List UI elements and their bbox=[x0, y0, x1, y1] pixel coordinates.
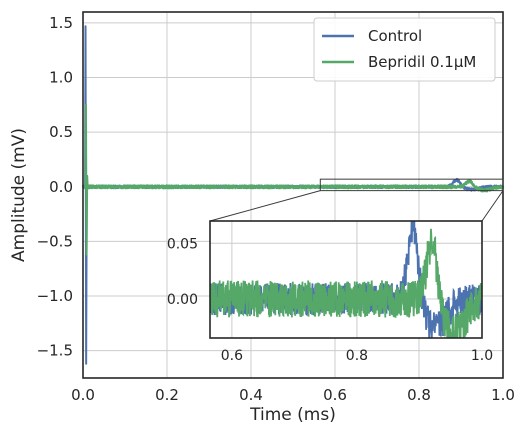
zoom-connector bbox=[209, 190, 321, 222]
x-tick-label: 0.8 bbox=[407, 386, 431, 404]
inset-y-tick-label: 0.00 bbox=[167, 292, 198, 308]
legend-label: Bepridil 0.1μM bbox=[368, 53, 476, 71]
x-tick-label: 1.0 bbox=[491, 386, 515, 404]
y-tick-label: 0.5 bbox=[49, 123, 73, 141]
legend-label: Control bbox=[368, 27, 422, 45]
zoom-connector bbox=[481, 190, 504, 222]
x-tick-label: 0.0 bbox=[71, 386, 95, 404]
inset-y-tick-label: 0.05 bbox=[167, 236, 198, 252]
inset-plot: 0.6 0.8 1.0 0.00 0.05 bbox=[167, 220, 493, 364]
zoom-indicator bbox=[209, 178, 504, 222]
y-tick-label: −1.0 bbox=[37, 287, 73, 305]
series-line bbox=[82, 103, 504, 256]
main-y-tick-labels: −1.5 −1.0 −0.5 0.0 0.5 1.0 1.5 bbox=[37, 14, 73, 360]
y-tick-label: 0.0 bbox=[49, 178, 73, 196]
y-tick-label: 1.5 bbox=[49, 14, 73, 32]
inset-x-tick-label: 1.0 bbox=[471, 348, 493, 364]
x-tick-label: 0.6 bbox=[323, 386, 347, 404]
zoom-region-box bbox=[319, 178, 504, 192]
legend-box bbox=[313, 17, 496, 82]
y-tick-label: −1.5 bbox=[37, 342, 73, 360]
x-tick-label: 0.2 bbox=[155, 386, 179, 404]
main-x-tick-labels: 0.0 0.2 0.4 0.6 0.8 1.0 bbox=[71, 386, 515, 404]
y-tick-label: 1.0 bbox=[49, 69, 73, 87]
x-axis-label: Time (ms) bbox=[249, 405, 336, 425]
y-axis-label: Amplitude (mV) bbox=[9, 128, 29, 262]
inset-series-line bbox=[210, 228, 482, 338]
inset-x-tick-label: 0.8 bbox=[346, 348, 368, 364]
legend: Control Bepridil 0.1μM bbox=[313, 17, 496, 82]
y-tick-label: −0.5 bbox=[37, 232, 73, 250]
inset-x-tick-label: 0.6 bbox=[221, 348, 243, 364]
main-plot-frame bbox=[82, 11, 504, 379]
main-series bbox=[82, 25, 504, 365]
x-tick-label: 0.4 bbox=[239, 386, 263, 404]
inset-frame bbox=[209, 220, 483, 339]
